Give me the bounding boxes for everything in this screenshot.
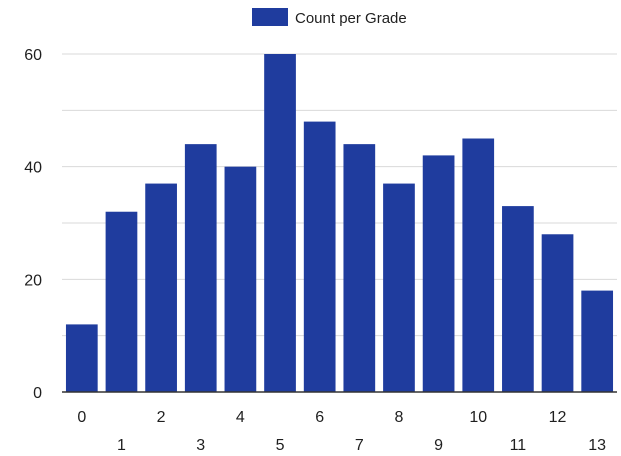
y-tick-label: 20 xyxy=(24,272,42,289)
x-tick-label: 2 xyxy=(157,409,166,426)
x-tick-label: 3 xyxy=(196,437,205,454)
bar-grade-12 xyxy=(541,234,574,392)
y-tick-label: 40 xyxy=(24,160,42,177)
legend: Count per Grade xyxy=(252,8,407,27)
x-tick-label: 11 xyxy=(510,437,527,454)
bars xyxy=(65,54,614,392)
y-tick-label: 0 xyxy=(33,385,42,402)
x-tick-label: 9 xyxy=(434,437,443,454)
bar-grade-4 xyxy=(224,166,257,392)
bar-grade-8 xyxy=(383,183,415,392)
y-axis-tick-labels: 0 20 40 60 xyxy=(24,47,42,402)
x-tick-label: 4 xyxy=(236,409,245,426)
x-tick-label: 5 xyxy=(276,437,285,454)
bar-grade-2 xyxy=(145,183,177,392)
x-tick-label: 8 xyxy=(395,409,404,426)
bar-grade-7 xyxy=(343,144,376,392)
x-tick-label: 0 xyxy=(77,409,86,426)
bar-grade-3 xyxy=(184,144,217,392)
bar-grade-5 xyxy=(264,54,296,392)
legend-swatch xyxy=(252,8,288,26)
x-tick-label: 7 xyxy=(355,437,364,454)
bar-grade-1 xyxy=(105,211,138,392)
bar-grade-6 xyxy=(303,121,336,392)
x-tick-label: 13 xyxy=(588,437,606,454)
x-tick-label: 6 xyxy=(315,409,324,426)
bar-grade-9 xyxy=(422,155,455,392)
x-tick-label: 1 xyxy=(117,437,126,454)
bar-grade-13 xyxy=(581,290,614,392)
bar-grade-0 xyxy=(65,324,98,392)
bar-grade-11 xyxy=(502,206,534,392)
y-tick-label: 60 xyxy=(24,47,42,64)
x-tick-label: 12 xyxy=(549,409,567,426)
bar-grade-10 xyxy=(462,138,495,392)
legend-label: Count per Grade xyxy=(295,10,407,27)
x-tick-label: 10 xyxy=(469,409,487,426)
